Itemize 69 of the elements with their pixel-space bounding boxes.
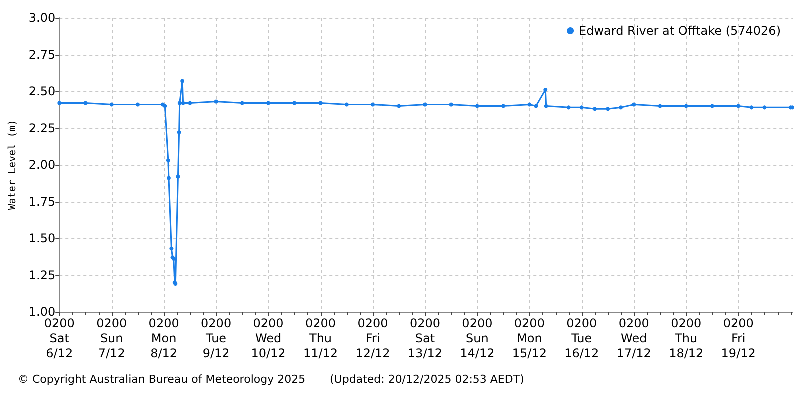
y-tick-label: 3.00 xyxy=(28,11,56,25)
point xyxy=(502,104,506,108)
point xyxy=(292,101,297,106)
point xyxy=(170,246,174,251)
point xyxy=(188,101,192,106)
point xyxy=(163,104,168,108)
x-tick-label: 0200 Thu 11/12 xyxy=(303,316,338,360)
point xyxy=(397,104,402,108)
point xyxy=(266,101,271,106)
point xyxy=(110,102,114,107)
x-tick-label: 0200 Sat 13/12 xyxy=(408,316,443,360)
point xyxy=(762,106,767,110)
point xyxy=(84,101,88,106)
x-tick-label: 0200 Tue 16/12 xyxy=(564,316,600,360)
point xyxy=(423,102,428,107)
text: © Copyright Australian Bureau of Meteorology 2025 xyxy=(18,373,306,386)
point xyxy=(178,101,182,106)
point xyxy=(58,101,62,106)
text: (Updated: 20/12/2025 02:53 AEDT) xyxy=(330,373,524,386)
y-tick-label: 2.25 xyxy=(28,121,56,136)
point xyxy=(606,107,610,112)
x-tick-label: 0200 Sun 7/12 xyxy=(96,316,128,360)
point xyxy=(240,101,244,106)
y-tick-label: 1.75 xyxy=(28,194,56,209)
x-tick-label: 0200 Sun 14/12 xyxy=(460,316,495,360)
point xyxy=(370,102,375,107)
point xyxy=(176,174,180,179)
x-tick-label: 0200 Fri 12/12 xyxy=(356,316,390,360)
point xyxy=(534,104,538,108)
point xyxy=(214,100,218,104)
y-tick-label: 1.25 xyxy=(28,268,56,282)
point xyxy=(592,107,597,112)
point xyxy=(684,104,688,108)
y-tick-label: 2.00 xyxy=(28,158,56,172)
point xyxy=(736,104,741,108)
x-tick-label: 0200 Mon 8/12 xyxy=(148,316,180,360)
point xyxy=(750,106,754,110)
point xyxy=(181,101,186,106)
legend-label: Edward River at Offtake (574026) xyxy=(579,24,782,38)
x-tick-label: 0200 Wed 10/12 xyxy=(251,316,286,360)
point xyxy=(344,102,349,107)
point xyxy=(544,88,548,92)
point xyxy=(658,104,662,108)
point xyxy=(710,104,714,108)
point xyxy=(544,104,548,108)
point xyxy=(566,106,571,110)
x-tick-label: 0200 Tue 9/12 xyxy=(201,316,232,360)
x-tick-label: 0200 Fri 19/12 xyxy=(721,316,756,360)
point xyxy=(180,79,185,84)
y-tick-label: 1.50 xyxy=(28,232,56,246)
x-tick-label: 0200 Sat 6/12 xyxy=(44,316,75,360)
point xyxy=(177,130,182,135)
point xyxy=(632,102,636,107)
point xyxy=(449,102,454,107)
point xyxy=(166,158,170,163)
x-tick-label: 0200 Mon 15/12 xyxy=(512,316,547,360)
point xyxy=(136,102,140,107)
x-tick-label: 0200 Wed 17/12 xyxy=(616,316,652,360)
point xyxy=(318,101,323,106)
y-axis-title: Water Level (m) xyxy=(8,120,18,210)
y-tick-label: 2.50 xyxy=(28,84,56,98)
point xyxy=(580,106,584,110)
y-tick-label: 1.00 xyxy=(28,305,56,319)
x-tick-label: 0200 Thu 18/12 xyxy=(669,316,704,360)
point xyxy=(166,176,171,180)
point xyxy=(475,104,480,108)
point xyxy=(528,102,532,107)
point xyxy=(619,106,624,110)
y-tick-label: 2.75 xyxy=(28,48,56,62)
